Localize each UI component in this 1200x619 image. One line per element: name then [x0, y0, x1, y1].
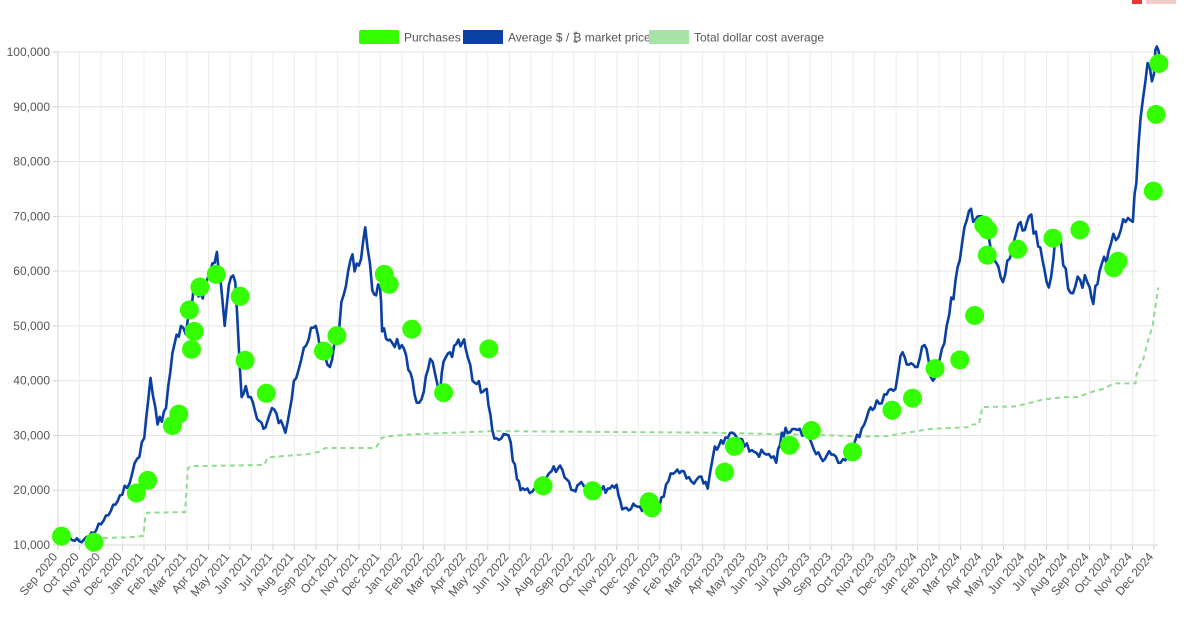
purchase-point [314, 341, 333, 361]
y-tick-label: 90,000 [13, 100, 50, 114]
y-tick-label: 80,000 [13, 155, 50, 169]
legend-item-dca[interactable]: Total dollar cost average [649, 30, 824, 45]
purchase-point [126, 483, 146, 503]
purchase-point [977, 245, 997, 265]
y-tick-label: 100,000 [7, 45, 51, 59]
legend-label-dca: Total dollar cost average [694, 31, 824, 45]
purchase-point [182, 339, 201, 359]
legend-item-market-price[interactable]: Average $ / ₿ market price [463, 30, 651, 45]
purchase-point [715, 462, 735, 482]
series-line-market-price [57, 45, 1162, 544]
purchase-point [235, 350, 255, 370]
purchase-point [1070, 220, 1090, 240]
purchase-point [184, 321, 204, 341]
legend-label-purchases: Purchases [404, 31, 461, 45]
y-tick-label: 10,000 [13, 538, 50, 552]
purchase-point [402, 319, 422, 339]
purchase-point [1146, 104, 1166, 124]
purchase-point [950, 350, 970, 370]
purchase-point [1043, 228, 1063, 248]
purchase-point [206, 264, 226, 284]
purchase-point [379, 274, 399, 294]
purchase-point [52, 526, 71, 546]
purchase-point [434, 383, 454, 403]
legend-swatch-dca [649, 30, 689, 44]
y-tick-label: 20,000 [13, 483, 50, 497]
purchase-point [1143, 181, 1163, 201]
purchase-point [230, 286, 250, 306]
purchase-point [169, 404, 189, 424]
purchase-point [978, 220, 998, 240]
purchase-point [843, 442, 862, 462]
y-tick-label: 30,000 [13, 428, 50, 442]
purchase-point [1149, 54, 1169, 73]
purchase-point [533, 476, 553, 496]
corner-logo [1110, 0, 1200, 6]
y-axis: 10,000 20,000 30,000 40,000 50,000 60,000 70,0… [7, 45, 59, 552]
legend-label-market-price: Average $ / ₿ market price [508, 31, 651, 45]
grid [57, 51, 1158, 546]
purchase-points [52, 54, 1169, 552]
purchase-point [479, 339, 499, 359]
purchase-point [583, 481, 603, 501]
purchase-point [138, 470, 158, 490]
purchase-point [882, 400, 902, 420]
purchase-point [965, 306, 985, 325]
legend: Purchases Average $ / ₿ market price Tot… [359, 30, 824, 45]
purchase-point [256, 383, 276, 403]
purchase-point [780, 435, 800, 455]
purchase-point [1108, 251, 1128, 271]
purchase-point [925, 359, 945, 379]
purchase-point [642, 498, 662, 518]
purchase-point [1008, 239, 1028, 259]
purchase-point [903, 388, 922, 408]
y-tick-label: 40,000 [13, 374, 50, 388]
y-tick-label: 50,000 [13, 319, 50, 333]
y-tick-label: 60,000 [13, 264, 50, 278]
purchase-point [190, 277, 210, 297]
legend-swatch-purchases [359, 30, 399, 44]
y-tick-label: 70,000 [13, 209, 50, 223]
legend-item-purchases[interactable]: Purchases [359, 30, 461, 45]
purchase-point [179, 300, 199, 320]
legend-swatch-market-price [463, 30, 503, 44]
purchase-point [84, 532, 104, 552]
purchase-point [725, 436, 744, 456]
series-line-total-dollar-cost-average [57, 287, 1160, 541]
purchase-point [802, 421, 821, 440]
purchase-point [327, 326, 347, 346]
